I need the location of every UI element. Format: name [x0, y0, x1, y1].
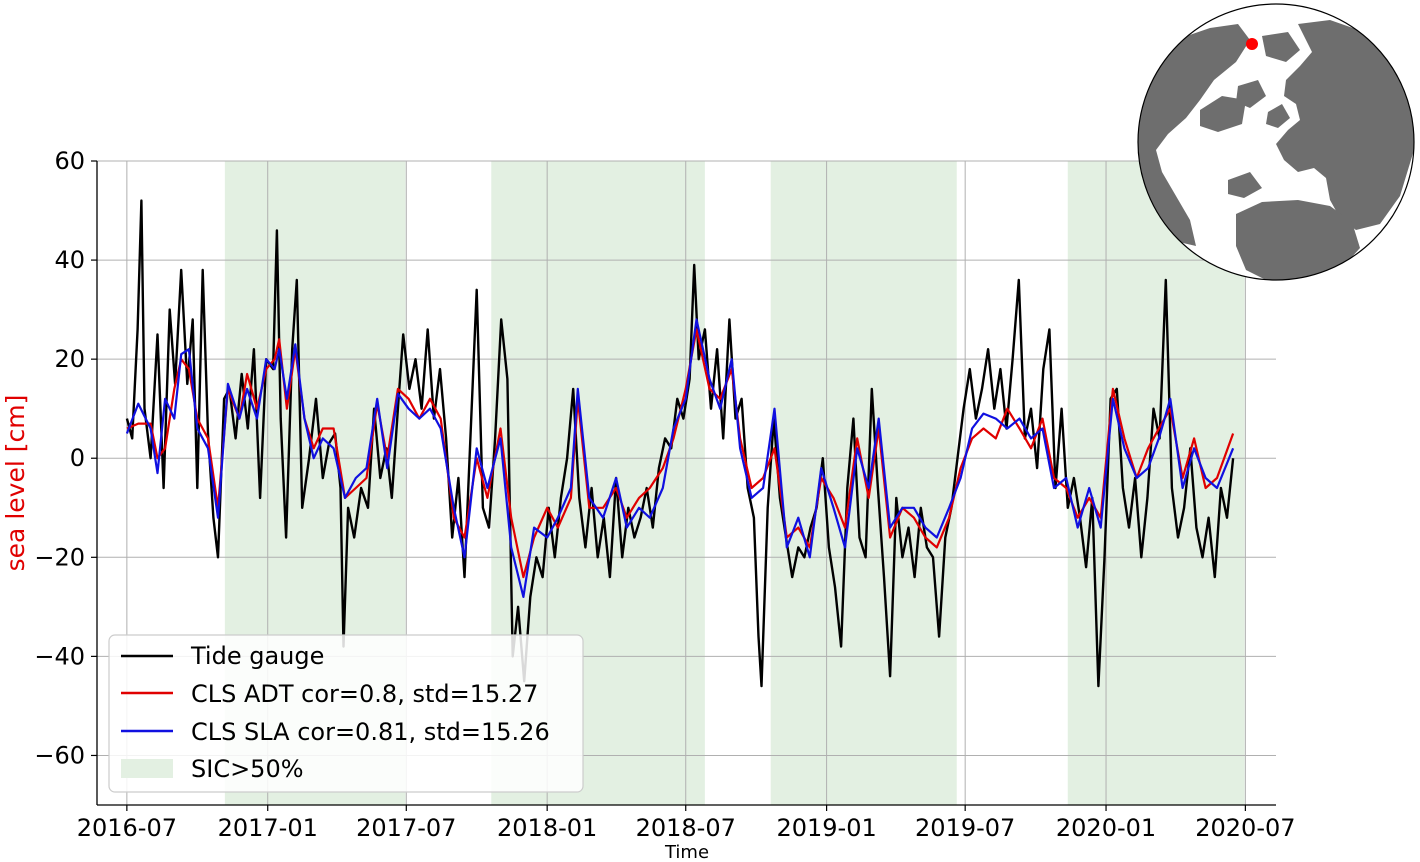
- legend-label-sic: SIC>50%: [191, 755, 304, 783]
- x-tick-label: 2017-07: [356, 814, 456, 842]
- y-tick-label: −40: [34, 642, 85, 670]
- x-axis-title: Time: [664, 842, 709, 862]
- legend-label-tide-gauge: Tide gauge: [190, 642, 324, 670]
- y-tick-labels: 60 40 20 0 −20 −40 −60: [34, 147, 85, 769]
- y-tick-label: −20: [34, 543, 85, 571]
- legend-label-cls-sla: CLS SLA cor=0.81, std=15.26: [191, 718, 550, 746]
- legend-label-cls-adt: CLS ADT cor=0.8, std=15.27: [191, 680, 538, 708]
- x-tick-label: 2020-01: [1056, 814, 1156, 842]
- x-tick-label: 2018-07: [636, 814, 736, 842]
- sic-region-2: [770, 161, 957, 805]
- y-tick-label: 0: [70, 444, 85, 472]
- y-tick-label: −60: [34, 741, 85, 769]
- x-tick-label: 2020-07: [1195, 814, 1295, 842]
- x-tick-label: 2018-01: [497, 814, 597, 842]
- tide-gauge-location-marker: [1246, 38, 1258, 50]
- axes: [91, 160, 1276, 811]
- y-tick-label: 40: [54, 246, 85, 274]
- x-tick-label: 2016-07: [77, 814, 177, 842]
- legend-swatch-sic: [121, 759, 173, 778]
- globe-land: [1138, 20, 1414, 280]
- series-lines: [125, 199, 1235, 688]
- x-tick-labels: 2016-07 2017-01 2017-07 2018-01 2018-07 2019-…: [77, 814, 1296, 842]
- sic-region-3: [1067, 161, 1245, 805]
- sic-shaded-regions: [224, 161, 1245, 805]
- inset-globe-map: [1137, 3, 1415, 281]
- y-tick-label: 60: [54, 147, 85, 175]
- y-axis-title: sea level [cm]: [1, 395, 30, 572]
- globe-outline: [1137, 3, 1415, 281]
- y-tick-label: 20: [54, 345, 85, 373]
- cls-adt-line: [126, 328, 1235, 579]
- legend: Tide gauge CLS ADT cor=0.8, std=15.27 CL…: [108, 634, 584, 793]
- x-tick-label: 2019-07: [915, 814, 1015, 842]
- cls-sla-line: [125, 318, 1235, 598]
- tide-gauge-line: [125, 199, 1235, 688]
- x-tick-label: 2017-01: [218, 814, 318, 842]
- x-tick-label: 2019-01: [776, 814, 876, 842]
